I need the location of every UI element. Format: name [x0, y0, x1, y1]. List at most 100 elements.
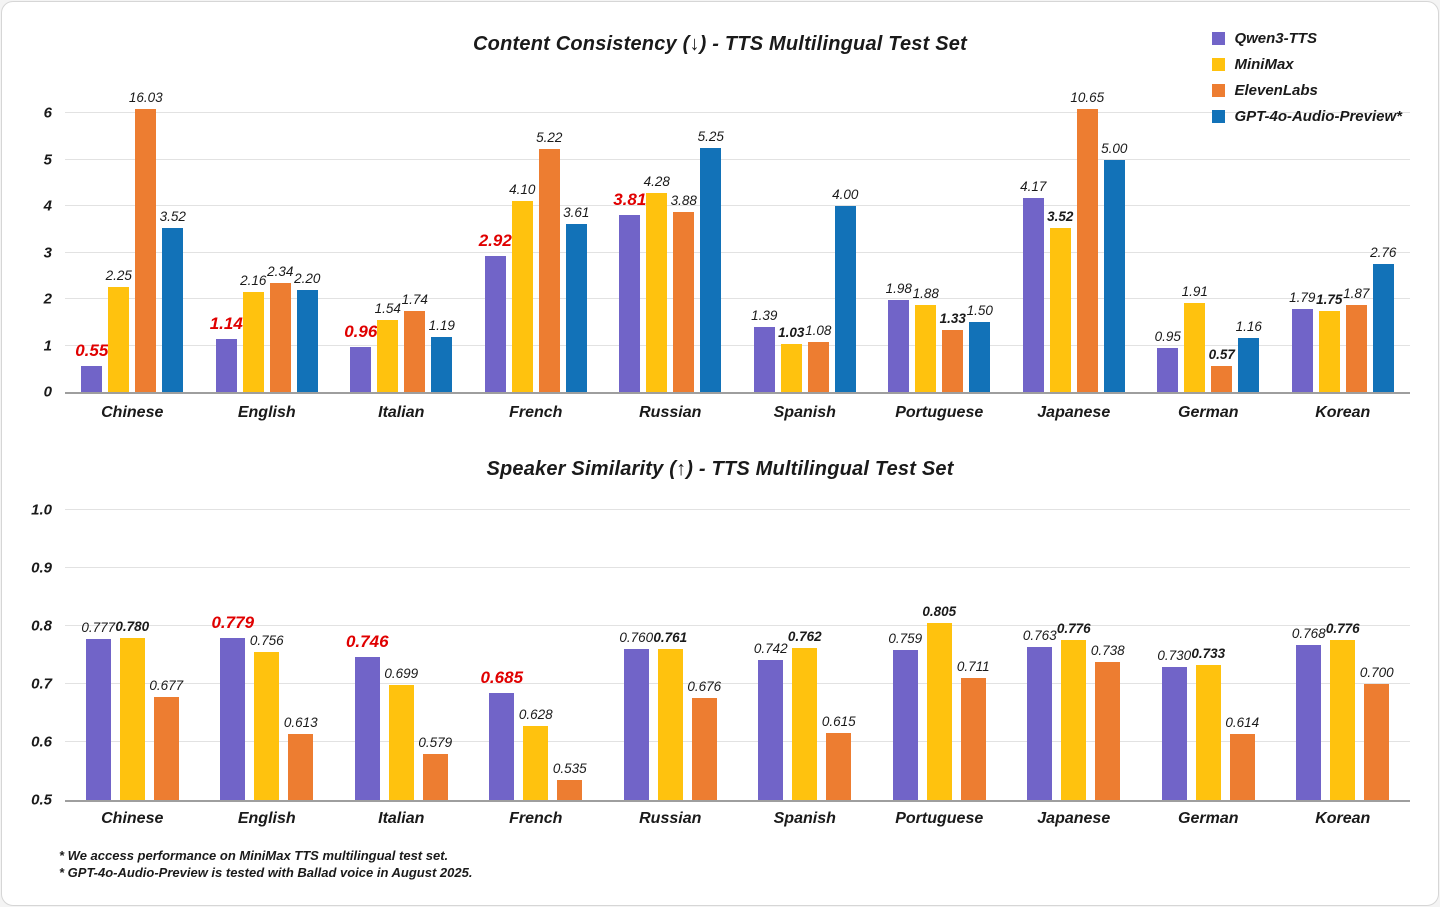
speaker-similarity-x-axis: Chinese English Italian French Russian Spanis… — [65, 810, 1410, 828]
bar-minimax-japanese: 3.52 — [1047, 209, 1073, 392]
x-axis-label-french: French — [509, 810, 563, 827]
value-label: 2.92 — [478, 231, 512, 251]
value-label: 0.57 — [1208, 346, 1235, 362]
value-label: 0.742 — [753, 640, 788, 656]
bar-group-portuguese: 0.759 0.805 0.711 — [872, 510, 1007, 800]
bar-elevenlabs-portuguese: 0.711 — [957, 659, 990, 800]
value-label: 4.00 — [832, 187, 859, 203]
value-label: 2.34 — [267, 264, 294, 280]
bar-gpt-4o-audio-preview--portuguese: 1.50 — [967, 303, 993, 392]
value-label: 0.761 — [653, 629, 688, 645]
bar-group-english: 1.14 2.16 2.34 2.20 — [200, 109, 335, 392]
value-label: 0.733 — [1191, 645, 1226, 661]
x-axis-label-russian: Russian — [639, 404, 702, 421]
bar-elevenlabs-spanish: 0.615 — [822, 714, 856, 800]
bar-qwen3-tts-english: 0.779 — [211, 613, 254, 800]
bar-qwen3-tts-spanish: 1.39 — [751, 308, 777, 392]
bar-elevenlabs-german: 0.614 — [1225, 715, 1259, 800]
bar-qwen3-tts-italian: 0.746 — [346, 632, 389, 800]
x-axis-label-italian: Italian — [378, 810, 425, 827]
x-axis-label-spanish: Spanish — [773, 810, 836, 827]
value-label: 0.628 — [518, 706, 553, 722]
x-axis-label-korean: Korean — [1315, 404, 1371, 421]
bar-elevenlabs-italian: 1.74 — [402, 292, 428, 392]
bar-minimax-portuguese: 1.88 — [913, 286, 939, 392]
bar-qwen3-tts-german: 0.95 — [1155, 329, 1181, 392]
bar-group-korean: 1.79 1.75 1.87 2.76 — [1276, 109, 1411, 392]
value-label: 0.768 — [1291, 625, 1326, 641]
bar-elevenlabs-russian: 3.88 — [671, 193, 697, 392]
legend-item-gpt-4o-audio-preview-: GPT-4o-Audio-Preview* — [1212, 108, 1402, 125]
value-label: 4.10 — [509, 182, 536, 198]
legend-swatch-icon — [1212, 32, 1226, 45]
bar-elevenlabs-japanese: 0.738 — [1091, 643, 1125, 800]
value-label: 1.91 — [1181, 284, 1208, 300]
x-axis-label-japanese: Japanese — [1037, 404, 1111, 421]
value-label: 0.805 — [922, 604, 957, 620]
bar-qwen3-tts-chinese: 0.777 — [81, 620, 115, 800]
value-label: 3.52 — [1047, 209, 1074, 225]
bar-group-chinese: 0.777 0.780 0.677 — [65, 510, 200, 800]
bar-qwen3-tts-chinese: 0.55 — [75, 341, 108, 392]
bar-qwen3-tts-korean: 1.79 — [1289, 290, 1315, 392]
value-label: 0.700 — [1359, 665, 1394, 680]
value-label: 1.74 — [401, 292, 428, 308]
y-tick-label: 0 — [43, 383, 52, 401]
y-tick-label: 4 — [43, 197, 52, 215]
bar-qwen3-tts-japanese: 4.17 — [1020, 179, 1046, 392]
bar-elevenlabs-portuguese: 1.33 — [940, 311, 966, 392]
value-label: 0.762 — [787, 629, 822, 645]
value-label: 4.17 — [1020, 179, 1047, 195]
bar-minimax-chinese: 2.25 — [106, 268, 132, 392]
value-label: 0.685 — [480, 667, 524, 687]
bar-minimax-spanish: 1.03 — [778, 325, 804, 392]
gridline — [65, 509, 1410, 510]
content-consistency-plot-area: 0 1 2 3 4 5 6 0.55 2.25 16.03 3.52 1.14 2.16 2.34 2.20… — [44, 90, 1411, 401]
legend-label: ElevenLabs — [1234, 82, 1318, 99]
value-label: 0.779 — [211, 613, 255, 633]
value-label: 0.699 — [384, 665, 419, 681]
bar-elevenlabs-english: 2.34 — [267, 264, 293, 392]
legend-label: MiniMax — [1234, 56, 1294, 73]
value-label: 0.614 — [1225, 714, 1260, 730]
bar-group-japanese: 4.17 3.52 10.65 5.00 — [1007, 90, 1142, 392]
x-axis-label-french: French — [509, 404, 563, 421]
x-axis-label-chinese: Chinese — [101, 810, 164, 827]
value-label: 1.14 — [209, 314, 243, 334]
footnote-minimax-testset: * We access performance on MiniMax TTS m… — [59, 848, 449, 863]
bar-minimax-portuguese: 0.805 — [922, 604, 956, 800]
value-label: 3.61 — [563, 205, 590, 221]
value-label: 0.777 — [81, 620, 116, 636]
value-label: 1.75 — [1316, 291, 1343, 307]
bar-elevenlabs-chinese: 16.03 — [129, 90, 163, 392]
y-tick-label: 0.7 — [31, 675, 52, 693]
value-label: 0.613 — [283, 715, 318, 731]
bar-group-korean: 0.768 0.776 0.700 — [1276, 510, 1411, 800]
value-label: 10.65 — [1070, 90, 1105, 105]
bar-minimax-chinese: 0.780 — [115, 619, 149, 800]
y-tick-label: 0.5 — [31, 791, 52, 809]
bar-elevenlabs-japanese: 10.65 — [1070, 90, 1104, 392]
legend-item-qwen3-tts: Qwen3-TTS — [1212, 30, 1402, 47]
bar-group-portuguese: 1.98 1.88 1.33 1.50 — [872, 109, 1007, 392]
bar-group-italian: 0.96 1.54 1.74 1.19 — [334, 109, 469, 392]
bar-elevenlabs-korean: 0.700 — [1360, 665, 1394, 800]
bar-qwen3-tts-english: 1.14 — [210, 314, 243, 392]
bar-gpt-4o-audio-preview--german: 1.16 — [1236, 319, 1262, 392]
y-tick-label: 1 — [43, 337, 52, 355]
value-label: 0.730 — [1157, 647, 1192, 663]
value-label: 1.33 — [939, 311, 966, 327]
bar-group-spanish: 0.742 0.762 0.615 — [738, 510, 873, 800]
bar-minimax-korean: 1.75 — [1316, 292, 1342, 392]
bar-elevenlabs-german: 0.57 — [1209, 347, 1235, 392]
bar-minimax-english: 0.756 — [250, 633, 284, 800]
value-label: 3.81 — [613, 189, 647, 209]
value-label: 2.76 — [1370, 244, 1397, 260]
bar-minimax-french: 0.628 — [519, 707, 553, 800]
value-label: 0.746 — [345, 632, 389, 652]
x-axis-label-german: German — [1178, 810, 1239, 827]
value-label: 1.98 — [885, 281, 912, 296]
value-label: 1.16 — [1235, 319, 1262, 335]
value-label: 0.759 — [888, 630, 923, 646]
gridline — [65, 158, 1410, 160]
